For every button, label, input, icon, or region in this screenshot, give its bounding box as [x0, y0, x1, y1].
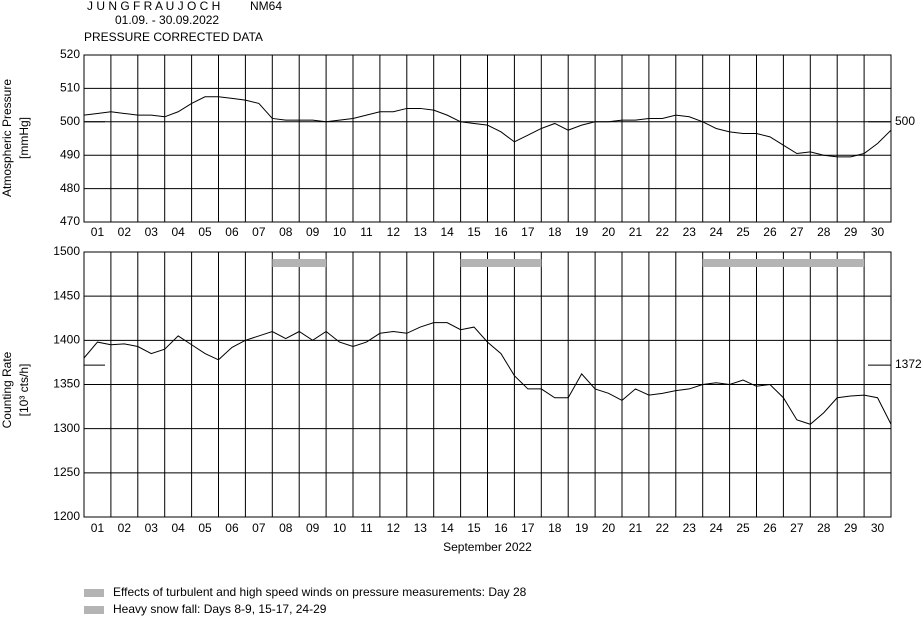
detector-title: NM64 [250, 0, 282, 13]
x-tick-label: 01 [91, 521, 105, 535]
x-tick-label: 24 [709, 225, 723, 239]
snow-period [272, 259, 327, 267]
x-tick-label: 18 [548, 521, 562, 535]
x-tick-label: 21 [629, 225, 643, 239]
x-tick-label: 05 [198, 225, 212, 239]
x-tick-label: 06 [225, 521, 239, 535]
x-tick-label: 11 [360, 521, 373, 535]
data-line [83, 322, 892, 425]
x-tick-label: 27 [790, 225, 804, 239]
y-axis-label: [10³ cts/h] [17, 364, 31, 417]
y-tick-label: 1200 [53, 509, 80, 523]
period: 01.09. - 30.09.2022 [115, 13, 219, 27]
subtitle: PRESSURE CORRECTED DATA [84, 30, 263, 44]
y-tick-label: 510 [60, 81, 80, 95]
x-tick-label: 20 [602, 225, 616, 239]
x-tick-label: 28 [817, 225, 831, 239]
x-tick-label: 29 [844, 225, 858, 239]
x-tick-label: 20 [602, 521, 616, 535]
x-tick-label: 04 [171, 521, 185, 535]
y-axis-label: Atmospheric Pressure [0, 79, 14, 197]
x-tick-label: 15 [467, 225, 481, 239]
x-tick-label: 12 [387, 521, 401, 535]
x-tick-label: 26 [763, 521, 777, 535]
x-tick-label: 26 [763, 225, 777, 239]
x-tick-label: 19 [575, 225, 589, 239]
x-tick-label: 30 [871, 225, 885, 239]
data-line [83, 96, 892, 158]
y-axis-label: Counting Rate [0, 351, 14, 428]
x-tick-label: 16 [494, 225, 508, 239]
snow-period [460, 259, 542, 267]
x-tick-label: 22 [656, 521, 670, 535]
x-tick-label: 02 [118, 225, 132, 239]
y-tick-label: 520 [60, 47, 80, 61]
y-tick-label: 1350 [53, 377, 80, 391]
reference-label: 500 [895, 114, 915, 128]
x-tick-label: 14 [440, 225, 454, 239]
x-tick-label: 07 [252, 521, 266, 535]
x-axis-label: September 2022 [443, 540, 532, 554]
x-tick-label: 30 [871, 521, 885, 535]
x-tick-label: 07 [252, 225, 266, 239]
y-tick-label: 500 [60, 114, 80, 128]
y-tick-label: 1300 [53, 421, 80, 435]
y-tick-label: 1500 [53, 244, 80, 258]
y-axis-label: [mmHg] [17, 117, 31, 159]
x-tick-label: 11 [360, 225, 373, 239]
x-tick-label: 29 [844, 521, 858, 535]
legend-swatch [84, 589, 104, 597]
station-title: J U N G F R A U J O C H [87, 0, 220, 13]
x-tick-label: 27 [790, 521, 804, 535]
x-tick-label: 28 [817, 521, 831, 535]
reference-label: 1372 [895, 357, 922, 371]
x-tick-label: 21 [629, 521, 643, 535]
y-tick-label: 1450 [53, 288, 80, 302]
x-tick-label: 09 [306, 521, 320, 535]
x-tick-label: 08 [279, 521, 293, 535]
y-tick-label: 490 [60, 147, 80, 161]
y-tick-label: 470 [60, 214, 80, 228]
x-tick-label: 10 [333, 225, 347, 239]
x-tick-label: 18 [548, 225, 562, 239]
legend-swatch [84, 606, 104, 614]
x-tick-label: 23 [683, 225, 697, 239]
legend-label: Heavy snow fall: Days 8-9, 15-17, 24-29 [113, 602, 327, 616]
x-tick-label: 12 [387, 225, 401, 239]
x-tick-label: 16 [494, 521, 508, 535]
legend-label: Effects of turbulent and high speed wind… [113, 585, 527, 599]
x-tick-label: 06 [225, 225, 239, 239]
x-tick-label: 15 [467, 521, 481, 535]
x-tick-label: 04 [171, 225, 185, 239]
x-tick-label: 23 [683, 521, 697, 535]
x-tick-label: 25 [736, 225, 750, 239]
x-tick-label: 03 [145, 225, 159, 239]
x-tick-label: 03 [145, 521, 159, 535]
y-tick-label: 480 [60, 181, 80, 195]
x-tick-label: 09 [306, 225, 320, 239]
x-tick-label: 08 [279, 225, 293, 239]
x-tick-label: 10 [333, 521, 347, 535]
x-tick-label: 13 [414, 521, 428, 535]
x-tick-label: 13 [414, 225, 428, 239]
snow-period [702, 259, 865, 267]
y-tick-label: 1250 [53, 465, 80, 479]
x-tick-label: 14 [440, 521, 454, 535]
y-tick-label: 1400 [53, 333, 80, 347]
x-tick-label: 17 [521, 225, 535, 239]
x-tick-label: 25 [736, 521, 750, 535]
x-tick-label: 02 [118, 521, 132, 535]
x-tick-label: 17 [521, 521, 535, 535]
x-tick-label: 01 [91, 225, 105, 239]
x-tick-label: 19 [575, 521, 589, 535]
x-tick-label: 22 [656, 225, 670, 239]
x-tick-label: 24 [709, 521, 723, 535]
x-tick-label: 05 [198, 521, 212, 535]
